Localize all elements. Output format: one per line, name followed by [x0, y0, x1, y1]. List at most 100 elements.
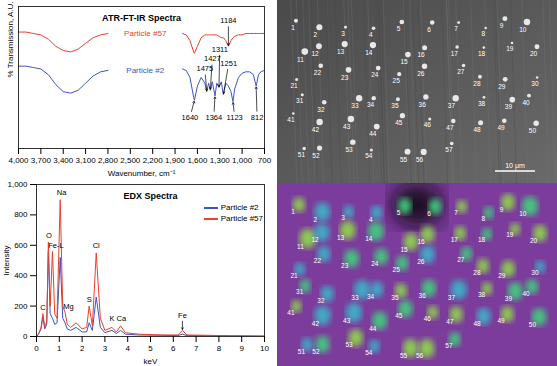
svg-text:27: 27 [457, 256, 465, 263]
svg-text:14: 14 [365, 235, 373, 242]
svg-text:24: 24 [371, 71, 379, 78]
svg-text:31: 31 [296, 288, 304, 295]
svg-text:4: 4 [369, 216, 373, 223]
svg-text:15: 15 [400, 58, 408, 65]
svg-text:43: 43 [343, 123, 351, 130]
svg-text:31: 31 [296, 97, 304, 104]
svg-text:35: 35 [391, 102, 399, 109]
svg-text:1364: 1364 [205, 113, 222, 122]
svg-text:5: 5 [397, 25, 401, 32]
svg-text:24: 24 [371, 260, 379, 267]
svg-text:52: 52 [312, 152, 320, 159]
svg-text:32: 32 [317, 106, 325, 113]
svg-text:55: 55 [400, 156, 408, 163]
svg-text:1: 1 [57, 344, 62, 353]
svg-text:4: 4 [125, 344, 130, 353]
svg-text:2,800: 2,800 [98, 156, 119, 165]
svg-text:35: 35 [391, 294, 399, 301]
svg-text:13: 13 [337, 48, 345, 55]
svg-text:18: 18 [478, 50, 486, 57]
svg-text:41: 41 [287, 309, 295, 316]
svg-text:6: 6 [427, 26, 431, 33]
svg-text:22: 22 [314, 257, 322, 264]
svg-text:30: 30 [531, 269, 539, 276]
svg-text:53: 53 [345, 146, 353, 153]
svg-text:1184: 1184 [220, 16, 236, 25]
svg-text:Intensity: Intensity [2, 246, 11, 276]
svg-text:1,900: 1,900 [165, 156, 186, 165]
svg-text:52: 52 [312, 348, 320, 355]
svg-text:29: 29 [498, 83, 506, 90]
svg-text:12: 12 [311, 50, 319, 57]
svg-text:1,000: 1,000 [232, 156, 253, 165]
svg-text:47: 47 [446, 318, 454, 325]
svg-text:20: 20 [530, 237, 538, 244]
svg-text:keV: keV [144, 357, 158, 366]
svg-text:9: 9 [500, 22, 504, 29]
svg-text:0: 0 [23, 332, 28, 341]
svg-text:4: 4 [369, 31, 373, 38]
svg-text:36: 36 [419, 101, 427, 108]
svg-text:44: 44 [369, 130, 377, 137]
svg-text:55: 55 [400, 352, 408, 359]
svg-text:50: 50 [529, 321, 537, 328]
svg-text:1: 1 [291, 208, 295, 215]
svg-text:17: 17 [451, 50, 459, 57]
svg-text:30: 30 [531, 80, 539, 87]
svg-text:1311: 1311 [212, 45, 228, 54]
svg-text:56: 56 [416, 352, 424, 359]
svg-text:46: 46 [424, 315, 432, 322]
svg-text:39: 39 [505, 295, 513, 302]
svg-text:2,500: 2,500 [120, 156, 141, 165]
svg-text:22: 22 [314, 69, 322, 76]
svg-text:Fe: Fe [178, 311, 187, 320]
svg-text:10: 10 [519, 26, 527, 33]
svg-text:21: 21 [290, 272, 298, 279]
svg-text:3,100: 3,100 [76, 156, 97, 165]
svg-text:4,000: 4,000 [8, 156, 29, 165]
svg-text:Fe-L: Fe-L [48, 241, 63, 250]
svg-text:51: 51 [298, 151, 306, 158]
svg-text:200: 200 [14, 302, 28, 311]
svg-text:EDX Spectra: EDX Spectra [123, 191, 178, 201]
svg-text:12: 12 [311, 236, 319, 243]
svg-text:2: 2 [80, 344, 85, 353]
svg-text:19: 19 [506, 45, 514, 52]
svg-text:8: 8 [482, 215, 486, 222]
svg-text:1640: 1640 [182, 113, 199, 122]
svg-text:K: K [109, 314, 114, 323]
svg-text:45: 45 [395, 119, 403, 126]
svg-text:6: 6 [427, 210, 431, 217]
svg-text:1: 1 [291, 24, 295, 31]
svg-text:44: 44 [369, 325, 377, 332]
svg-text:14: 14 [365, 49, 373, 56]
svg-text:53: 53 [345, 341, 353, 348]
svg-text:28: 28 [473, 80, 481, 87]
svg-text:3: 3 [103, 344, 108, 353]
svg-text:10: 10 [260, 344, 269, 353]
svg-text:3,700: 3,700 [31, 156, 52, 165]
svg-text:11: 11 [297, 56, 304, 63]
svg-text:9: 9 [239, 344, 244, 353]
svg-text:28: 28 [473, 269, 481, 276]
svg-text:Particle #2: Particle #2 [126, 66, 164, 75]
svg-text:20: 20 [530, 50, 538, 57]
svg-text:21: 21 [290, 82, 298, 89]
svg-text:5: 5 [397, 209, 401, 216]
svg-text:ATR-FT-IR Spectra: ATR-FT-IR Spectra [102, 13, 182, 23]
svg-text:50: 50 [529, 127, 537, 134]
svg-text:27: 27 [457, 68, 465, 75]
svg-text:43: 43 [343, 317, 351, 324]
svg-text:39: 39 [505, 103, 513, 110]
svg-text:23: 23 [341, 262, 349, 269]
svg-text:1475: 1475 [197, 64, 214, 73]
svg-text:38: 38 [478, 100, 486, 107]
svg-text:48: 48 [473, 126, 481, 133]
svg-text:812: 812 [251, 113, 264, 122]
svg-text:1,600: 1,600 [187, 156, 208, 165]
svg-text:15: 15 [400, 246, 408, 253]
svg-text:Wavenumber, cm⁻¹: Wavenumber, cm⁻¹ [108, 169, 176, 178]
svg-text:36: 36 [419, 292, 427, 299]
svg-text:400: 400 [14, 271, 28, 280]
svg-text:48: 48 [473, 320, 481, 327]
